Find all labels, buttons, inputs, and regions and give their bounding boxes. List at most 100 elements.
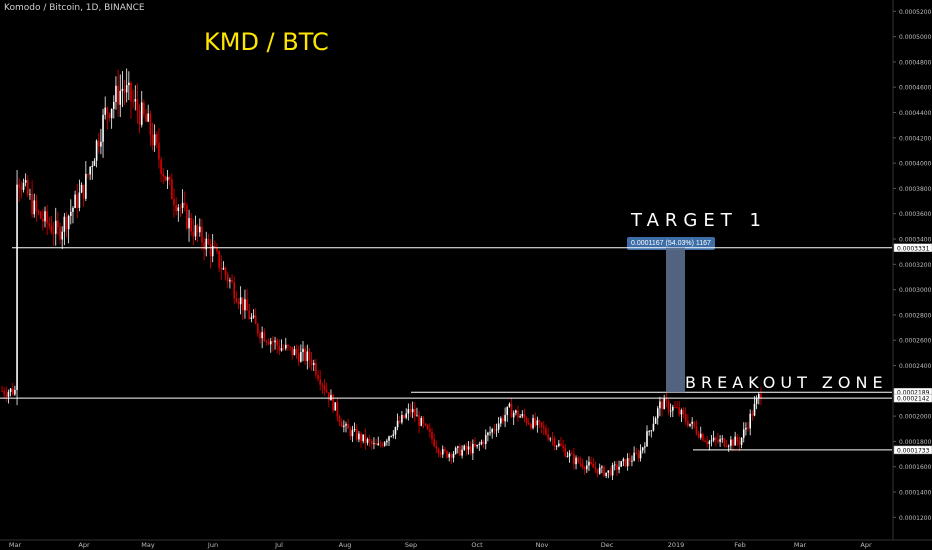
price-tick-label: 0.0003000 [899,287,932,294]
time-tick-label: Dec [601,541,614,549]
candle-body [472,443,474,454]
candle-body [689,423,691,426]
candle-body [364,434,367,443]
candle-body [601,466,603,468]
candle-body [534,418,536,426]
candle-body [596,468,599,474]
candle-body [622,459,625,462]
price-tick-label: 0.0004600 [899,85,932,92]
candle-body [637,453,640,459]
candle-body [147,113,149,122]
candle-body [661,401,663,410]
price-label-box [893,445,932,455]
candle-body [171,179,173,200]
candle-body [727,445,730,447]
time-tick-label: Mar [9,541,22,549]
candle-body [654,418,657,424]
candle-body [82,184,85,199]
candle-body [209,244,212,257]
candle-body [646,431,648,447]
candle-body [523,414,526,419]
candle-body [519,416,521,418]
candle-body [153,134,156,146]
candle-body [132,101,134,103]
candle-body [510,403,513,418]
candle-body [308,351,311,360]
candle-body [553,438,556,447]
candle-body [233,282,235,299]
candle-body [248,310,251,319]
candle-body [54,220,57,234]
candle-body [14,390,16,395]
price-label-text: 0.0002142 [897,396,930,403]
candle-body [143,102,145,115]
candle-body [31,193,33,215]
candle-body [418,415,420,426]
candle-body [59,227,61,240]
price-tick-label: 0.0004000 [899,161,932,168]
candle-body [123,88,126,93]
price-tick-label: 0.0005200 [899,9,932,16]
candle-body [328,392,330,401]
candle-body [736,436,739,442]
candle-body [461,449,463,456]
candle-body [362,434,364,442]
candle-body [229,280,231,282]
candle-body [416,415,418,417]
candle-body [650,430,653,432]
candle-body [70,211,72,216]
candle-body [626,458,629,467]
candle-body [616,464,618,470]
candle-body [80,184,83,193]
candle-body [497,423,500,430]
candle-body [115,85,117,103]
candle-body [454,447,457,454]
candle-body [420,418,423,426]
candle-body [312,363,315,365]
candle-body [102,114,104,142]
candle-body [659,401,661,409]
candle-body [89,167,91,175]
candle-body [214,246,216,248]
candle-body [203,242,205,250]
candle-body [383,442,386,446]
candle-body [368,439,371,442]
candle-body [719,439,721,442]
candle-body [581,463,584,468]
candle-body [704,440,706,442]
candle-body [467,446,470,450]
candle-body [295,349,298,354]
candle-body [269,341,272,345]
candle-body [220,267,223,270]
measure-label: 0.0001167 (54.03%) 1167 [627,237,715,250]
candle-body [87,174,89,175]
candle-body [489,432,491,434]
candle-body [570,453,573,455]
candle-body [97,140,100,147]
candle-body [639,450,642,459]
candle-body [196,225,199,233]
candle-body [95,140,98,161]
candle-body [721,438,724,440]
candle-body [160,159,162,174]
candle-body [42,218,44,222]
candle-body [250,317,253,319]
candle-body [1,390,3,392]
candle-body [151,135,154,146]
candle-body [652,423,655,431]
candle-body [110,108,113,119]
candle-body [444,449,446,452]
candle-body [317,374,319,380]
candle-body [448,454,450,458]
price-tick-label: 0.0001600 [899,464,932,471]
candle-body [343,425,345,427]
candle-body [29,193,31,195]
candle-body [332,394,334,411]
candle-body [349,428,352,437]
candle-body [121,88,124,91]
time-tick-label: Mar [794,541,807,549]
candle-body [665,398,668,402]
price-tick-label: 0.0004800 [899,59,932,66]
candle-body [407,409,410,414]
